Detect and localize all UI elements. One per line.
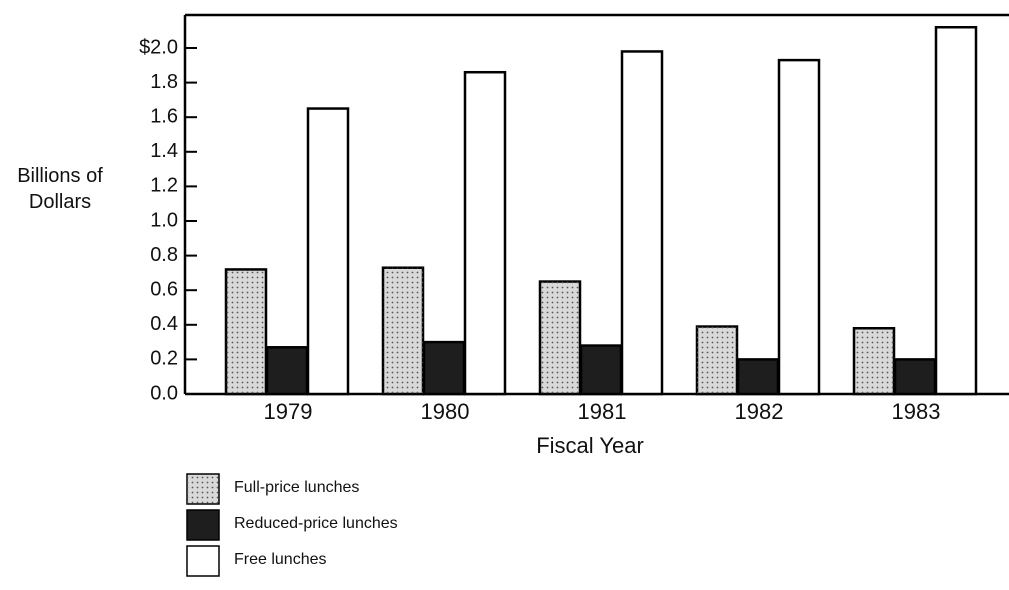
legend-label: Reduced-price lunches <box>234 515 398 532</box>
legend-label: Full-price lunches <box>234 479 359 496</box>
bar-texture <box>854 328 894 394</box>
y-tick-label: 0.8 <box>150 244 178 266</box>
x-tick-label: 1982 <box>735 399 784 424</box>
bar <box>463 70 507 396</box>
y-tick-label: 0.2 <box>150 348 178 370</box>
y-tick-label: 1.4 <box>150 140 178 162</box>
legend-swatch <box>186 509 220 541</box>
bar-texture <box>383 267 423 394</box>
x-axis-label: Fiscal Year <box>536 433 644 458</box>
x-tick-label: 1981 <box>578 399 627 424</box>
bar <box>265 346 309 396</box>
bar <box>934 25 978 396</box>
bar <box>736 358 780 396</box>
y-tick-label: 0.0 <box>150 382 178 404</box>
bar-texture <box>540 281 580 394</box>
y-tick-label: 1.8 <box>150 71 178 93</box>
bar <box>422 340 466 396</box>
y-tick-label: $2.0 <box>139 36 178 58</box>
y-tick-label: 1.6 <box>150 105 178 127</box>
bar <box>777 58 821 396</box>
legend-label: Free lunches <box>234 551 327 568</box>
y-tick-label: 0.4 <box>150 313 178 335</box>
y-axis-label: Billions of Dollars <box>17 165 103 213</box>
legend-swatch <box>186 545 220 577</box>
bar <box>893 358 937 396</box>
y-tick-label: 1.0 <box>150 209 178 231</box>
x-tick-label: 1979 <box>264 399 313 424</box>
y-tick-label: 1.2 <box>150 175 178 197</box>
y-tick-label: 0.6 <box>150 278 178 300</box>
legend-texture <box>187 474 219 504</box>
bar-texture <box>697 326 737 394</box>
bar <box>579 344 623 396</box>
bar <box>306 107 350 396</box>
x-tick-label: 1983 <box>892 399 941 424</box>
bar-texture <box>226 269 266 394</box>
x-tick-label: 1980 <box>421 399 470 424</box>
bar <box>620 50 664 396</box>
